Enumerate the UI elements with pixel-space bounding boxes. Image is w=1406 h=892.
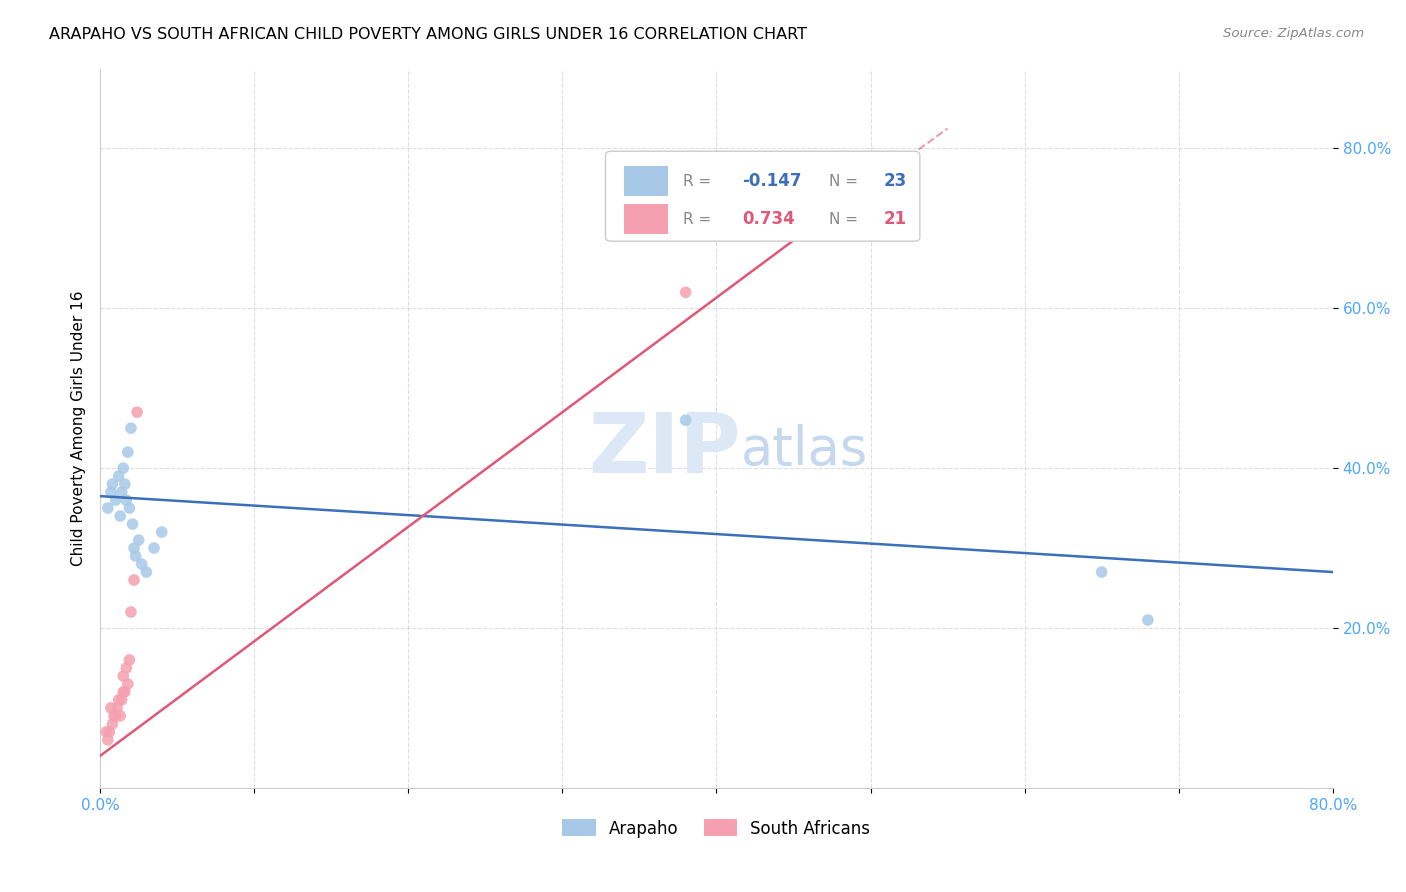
Text: ARAPAHO VS SOUTH AFRICAN CHILD POVERTY AMONG GIRLS UNDER 16 CORRELATION CHART: ARAPAHO VS SOUTH AFRICAN CHILD POVERTY A… [49, 27, 807, 42]
Point [107, 469, 129, 483]
Point [117, 677, 139, 691]
Point [675, 413, 697, 427]
Bar [624, 204, 668, 235]
Point [104, 709, 127, 723]
Point [150, 525, 173, 540]
Point [97, 732, 120, 747]
Point [127, 405, 149, 419]
Point [97, 501, 120, 516]
Point [143, 541, 166, 555]
Bar [624, 166, 668, 196]
Text: -0.147: -0.147 [742, 172, 801, 190]
Point [108, 709, 131, 723]
Point [120, 605, 142, 619]
Point [122, 541, 145, 555]
Point [115, 661, 138, 675]
Point [105, 701, 128, 715]
Point [112, 461, 135, 475]
Point [114, 477, 136, 491]
Point [111, 693, 134, 707]
Point [115, 493, 138, 508]
Text: R =: R = [683, 174, 716, 189]
Text: N =: N = [828, 212, 862, 227]
Point [107, 693, 129, 707]
Y-axis label: Child Poverty Among Girls Under 16: Child Poverty Among Girls Under 16 [72, 291, 86, 566]
Point [1091, 565, 1114, 579]
Text: 21: 21 [884, 211, 907, 228]
Point [98, 725, 121, 739]
Text: Source: ZipAtlas.com: Source: ZipAtlas.com [1223, 27, 1364, 40]
Point [100, 701, 122, 715]
Point [112, 669, 135, 683]
Text: 23: 23 [884, 172, 907, 190]
Point [675, 285, 697, 300]
Point [101, 477, 124, 491]
Point [135, 565, 157, 579]
Point [124, 549, 146, 563]
Text: 0.734: 0.734 [742, 211, 794, 228]
Point [117, 445, 139, 459]
Text: atlas: atlas [741, 424, 869, 475]
Text: N =: N = [828, 174, 862, 189]
Point [100, 485, 122, 500]
Point [1136, 613, 1159, 627]
Point [112, 685, 135, 699]
Point [122, 573, 145, 587]
FancyBboxPatch shape [606, 152, 920, 241]
Point [121, 517, 143, 532]
Point [114, 685, 136, 699]
Point [111, 485, 134, 500]
Text: ZIP: ZIP [589, 409, 741, 491]
Point [131, 557, 153, 571]
Point [96, 725, 118, 739]
Point [104, 493, 127, 508]
Point [120, 421, 142, 435]
Text: R =: R = [683, 212, 716, 227]
Point [118, 501, 141, 516]
Point [108, 509, 131, 524]
Legend: Arapaho, South Africans: Arapaho, South Africans [555, 813, 877, 844]
Point [101, 717, 124, 731]
Point [103, 709, 125, 723]
Point [118, 653, 141, 667]
Point [128, 533, 150, 547]
